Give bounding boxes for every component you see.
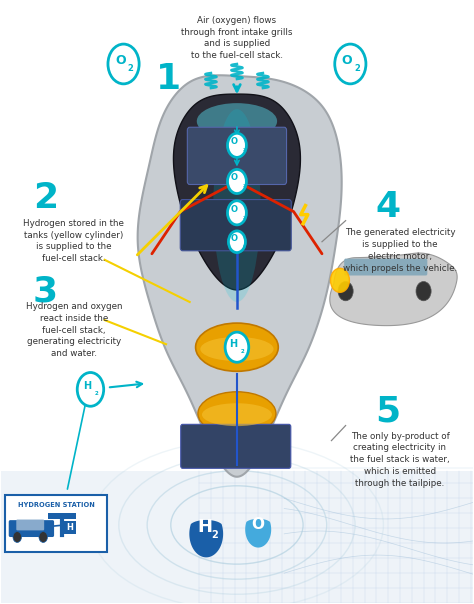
FancyBboxPatch shape xyxy=(64,521,76,534)
Text: O: O xyxy=(230,137,237,146)
Text: 2: 2 xyxy=(355,64,360,73)
Text: H: H xyxy=(67,523,73,532)
Text: 2: 2 xyxy=(241,349,245,354)
Polygon shape xyxy=(173,94,301,290)
Circle shape xyxy=(338,281,353,301)
Polygon shape xyxy=(189,520,223,557)
FancyBboxPatch shape xyxy=(16,519,44,530)
Circle shape xyxy=(228,231,246,252)
Text: 3: 3 xyxy=(33,274,58,308)
Circle shape xyxy=(335,44,366,84)
Text: O: O xyxy=(251,518,264,533)
Circle shape xyxy=(108,44,139,84)
Circle shape xyxy=(39,532,47,542)
Circle shape xyxy=(228,170,246,193)
Text: H: H xyxy=(83,381,91,391)
FancyBboxPatch shape xyxy=(48,513,76,519)
Polygon shape xyxy=(330,253,457,326)
Text: H: H xyxy=(229,339,237,349)
Text: O: O xyxy=(342,54,352,67)
Ellipse shape xyxy=(196,323,278,371)
Circle shape xyxy=(228,133,246,158)
Text: The generated electricity
is supplied to the
electric motor,
which propels the v: The generated electricity is supplied to… xyxy=(343,228,457,273)
Polygon shape xyxy=(137,76,342,477)
Text: Hydrogen and oxygen
react inside the
fuel-cell stack,
generating electricity
and: Hydrogen and oxygen react inside the fue… xyxy=(26,302,122,358)
Circle shape xyxy=(228,201,246,225)
Text: 1: 1 xyxy=(156,62,181,96)
Text: 5: 5 xyxy=(375,394,401,429)
Text: 2: 2 xyxy=(243,184,246,188)
Circle shape xyxy=(13,532,21,542)
Text: 2: 2 xyxy=(243,148,246,152)
Circle shape xyxy=(225,332,249,362)
FancyBboxPatch shape xyxy=(5,495,107,552)
Text: 2: 2 xyxy=(243,216,246,220)
Text: O: O xyxy=(115,54,126,67)
Text: HYDROGEN STATION: HYDROGEN STATION xyxy=(18,502,95,508)
Text: Air (oxygen) flows
through front intake grills
and is supplied
to the fuel-cell : Air (oxygen) flows through front intake … xyxy=(181,16,292,60)
Ellipse shape xyxy=(201,337,273,361)
Text: Hydrogen stored in the
tanks (yellow cylinder)
is supplied to the
fuel-cell stac: Hydrogen stored in the tanks (yellow cyl… xyxy=(24,219,124,263)
FancyBboxPatch shape xyxy=(0,471,473,603)
Text: 2: 2 xyxy=(33,181,58,216)
Circle shape xyxy=(77,373,104,406)
Text: O: O xyxy=(230,173,237,182)
Text: O: O xyxy=(230,234,237,243)
FancyBboxPatch shape xyxy=(9,520,54,537)
FancyBboxPatch shape xyxy=(344,259,428,275)
FancyBboxPatch shape xyxy=(187,127,287,184)
Text: 2: 2 xyxy=(243,245,246,249)
Text: The only by-product of
creating electricity in
the fuel stack is water,
which is: The only by-product of creating electric… xyxy=(350,432,450,488)
Text: 2: 2 xyxy=(128,64,134,73)
Text: 2: 2 xyxy=(94,391,98,396)
Ellipse shape xyxy=(197,103,277,140)
FancyBboxPatch shape xyxy=(180,199,292,251)
FancyBboxPatch shape xyxy=(181,425,291,468)
Ellipse shape xyxy=(202,403,272,426)
Ellipse shape xyxy=(198,392,276,435)
Text: 2: 2 xyxy=(211,530,218,539)
Circle shape xyxy=(330,268,349,292)
Ellipse shape xyxy=(213,109,261,302)
Text: O: O xyxy=(230,205,237,214)
Text: 4: 4 xyxy=(375,190,401,224)
Polygon shape xyxy=(245,519,271,548)
Circle shape xyxy=(416,281,431,301)
Text: H: H xyxy=(198,518,213,536)
